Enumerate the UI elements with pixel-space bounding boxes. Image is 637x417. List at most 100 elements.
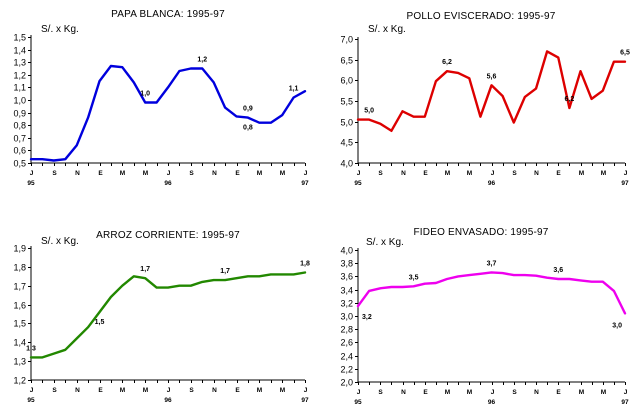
x-tick-label: J — [167, 170, 171, 177]
y-axis-label: S/. x Kg. — [41, 236, 79, 247]
chart-3: ARROZ CORRIENTE: 1995-97S/. x Kg.1,21,31… — [13, 230, 309, 404]
x-tick-label: M — [579, 389, 584, 396]
year-label: 97 — [621, 399, 629, 406]
y-tick-label: 7,0 — [340, 35, 353, 45]
chart-title: PAPA BLANCA: 1995-97 — [111, 9, 225, 20]
year-label: 96 — [488, 399, 496, 406]
y-tick-label: 1,4 — [13, 46, 26, 56]
data-label: 5,6 — [487, 73, 497, 80]
chart-4: FIDEO ENVASADO: 1995-97 S/. x Kg. 2,0 2,2 2,… — [340, 227, 629, 406]
y-axis-label: S/. x Kg. — [41, 24, 79, 35]
y-axis-label: S/. x Kg. — [368, 24, 406, 35]
y-tick-label: 2,8 — [340, 325, 353, 335]
y-tick-label: 4,0 — [340, 246, 353, 256]
y-tick-label: 1,2 — [13, 376, 26, 386]
data-label: 3,0 — [612, 322, 622, 329]
y-tick-label: 6,0 — [340, 76, 353, 86]
year-label: 97 — [621, 180, 629, 187]
y-tick-label: 1,5 — [13, 33, 26, 43]
y-tick-label: 5,0 — [340, 118, 353, 128]
y-tick-label: 4,5 — [340, 138, 353, 148]
data-label: 1,1 — [289, 85, 299, 92]
y-tick-label: 1,5 — [13, 319, 26, 329]
series-line — [29, 271, 307, 359]
year-label: 97 — [301, 180, 309, 187]
x-tick-label: E — [235, 170, 240, 177]
x-tick-label: N — [534, 170, 539, 177]
y-tick-label: 0,8 — [13, 121, 26, 131]
x-tick-label: S — [52, 387, 57, 394]
y-tick-label: 1,9 — [13, 244, 26, 254]
x-tick-label: M — [601, 389, 606, 396]
x-tick-label: S — [512, 170, 517, 177]
x-tick-label: M — [280, 387, 285, 394]
y-tick-label: 3,4 — [340, 286, 353, 296]
x-tick-label: N — [212, 170, 217, 177]
y-tick-label: 0,5 — [13, 159, 26, 169]
data-label: 3,6 — [553, 267, 563, 274]
x-tick-label: M — [445, 170, 450, 177]
year-label: 95 — [27, 397, 35, 404]
x-tick-label: M — [445, 389, 450, 396]
x-tick-label: J — [491, 170, 495, 177]
x-tick-label: S — [52, 170, 57, 177]
x-tick-label: J — [304, 387, 308, 394]
x-tick-label: E — [98, 387, 103, 394]
y-tick-label: 1,8 — [13, 263, 26, 273]
x-tick-label: E — [235, 387, 240, 394]
data-label: 1,7 — [220, 268, 230, 275]
data-label: 3,7 — [487, 260, 497, 267]
x-tick-label: J — [304, 170, 308, 177]
x-tick-label: J — [357, 389, 361, 396]
x-tick-label: M — [280, 170, 285, 177]
x-tick-label: N — [212, 387, 217, 394]
x-tick-label: M — [579, 170, 584, 177]
chart-title: ARROZ CORRIENTE: 1995-97 — [96, 230, 240, 241]
series-line — [29, 64, 307, 162]
x-tick-label: M — [257, 387, 262, 394]
data-label: 1,8 — [300, 261, 310, 268]
x-tick-label: E — [98, 170, 103, 177]
data-label: 1,3 — [26, 345, 36, 352]
x-tick-label: E — [556, 170, 561, 177]
chart-title: POLLO EVISCERADO: 1995-97 — [407, 11, 556, 22]
y-tick-label: 1,3 — [13, 357, 26, 367]
chart-1: PAPA BLANCA: 1995-97 S/. x Kg. 0,5 0,6 0,7 0,… — [13, 9, 309, 187]
x-tick-label: M — [467, 389, 472, 396]
y-tick-label: 0,7 — [13, 134, 26, 144]
data-label: 0,8 — [243, 125, 253, 132]
x-tick-label: S — [512, 389, 517, 396]
x-tick-label: J — [624, 170, 628, 177]
data-label: 3,2 — [362, 314, 372, 321]
x-tick-label: M — [143, 170, 148, 177]
x-tick-label: S — [378, 170, 383, 177]
data-label: 3,5 — [409, 274, 419, 281]
year-label: 96 — [164, 180, 172, 187]
y-tick-label: 0,6 — [13, 146, 26, 156]
year-label: 97 — [301, 397, 309, 404]
data-label: 1,7 — [140, 266, 150, 273]
x-tick-label: S — [189, 170, 194, 177]
y-axis-label: S/. x Kg. — [366, 237, 404, 248]
data-label: 1,2 — [197, 57, 207, 64]
y-tick-label: 1,3 — [13, 58, 26, 68]
x-tick-label: M — [120, 170, 125, 177]
y-tick-label: 2,2 — [340, 365, 353, 375]
data-label: 6,5 — [620, 50, 630, 57]
x-tick-label: E — [556, 389, 561, 396]
x-tick-label: N — [75, 387, 80, 394]
y-tick-label: 5,5 — [340, 97, 353, 107]
x-tick-label: M — [257, 170, 262, 177]
data-label: 1,5 — [95, 319, 105, 326]
x-tick-label: J — [30, 387, 34, 394]
data-label: 5,0 — [364, 108, 374, 115]
x-tick-label: S — [378, 389, 383, 396]
x-tick-label: J — [357, 170, 361, 177]
series-line — [356, 50, 627, 133]
chart-2: POLLO EVISCERADO: 1995-97S/. x Kg. 4,0 4,5… — [340, 11, 629, 187]
x-tick-label: J — [30, 170, 34, 177]
x-tick-label: J — [167, 387, 171, 394]
y-tick-label: 3,8 — [340, 259, 353, 269]
data-label: 6,2 — [442, 59, 452, 66]
y-tick-label: 1,1 — [13, 83, 26, 93]
